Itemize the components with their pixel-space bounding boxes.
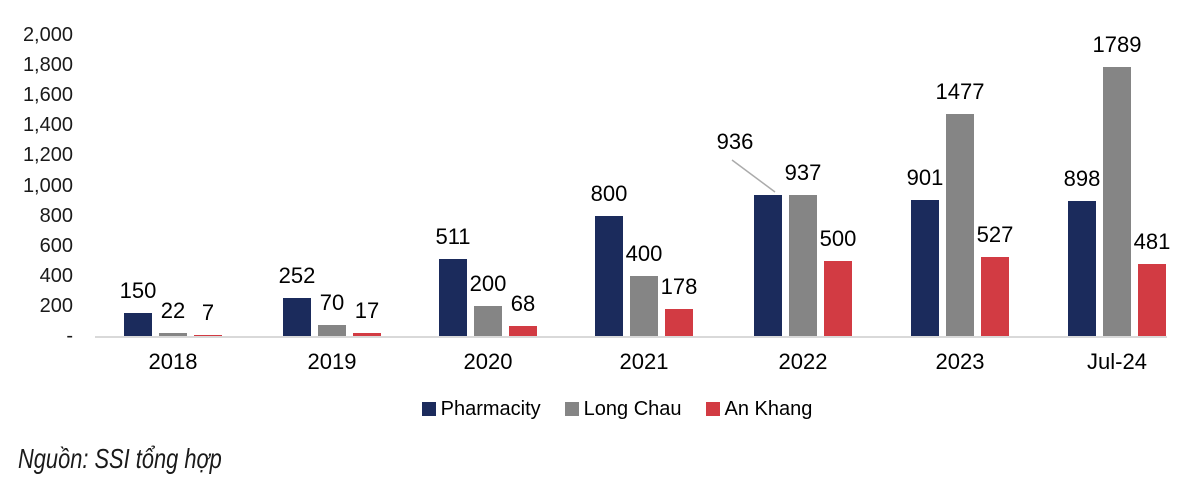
value-label-an-khang-2022: 500 bbox=[819, 225, 857, 251]
y-tick-label-0: 2,000 bbox=[22, 24, 73, 46]
value-label-pharmacity-2020: 511 bbox=[435, 224, 471, 250]
bar-pharmacity-2018 bbox=[124, 313, 152, 336]
value-label-an-khang-2021: 178 bbox=[660, 274, 698, 300]
y-tick-label-9: 200 bbox=[39, 294, 73, 317]
bar-long-chau-jul-24 bbox=[1103, 66, 1131, 336]
legend: Pharmacity Long Chau An Khang bbox=[17, 399, 1200, 419]
y-tick-label-2: 1,600 bbox=[22, 84, 73, 107]
legend-item-an-khang: An Khang bbox=[705, 398, 813, 420]
bar-pharmacity-2023 bbox=[911, 200, 939, 336]
x-tick-2018: 2018 bbox=[148, 349, 198, 374]
bar-pharmacity-jul-24 bbox=[1068, 200, 1096, 336]
legend-label-pharmacity: Pharmacity bbox=[440, 398, 541, 420]
y-tick-label-10: - bbox=[66, 325, 73, 347]
legend-swatch-an-khang bbox=[705, 402, 720, 416]
y-tick-label-6: 800 bbox=[39, 204, 73, 227]
source-text: Nguồn: SSI tổng hợp bbox=[18, 443, 222, 474]
bar-an-khang-jul-24 bbox=[1138, 263, 1166, 336]
value-label-an-khang-2018: 7 bbox=[201, 299, 215, 325]
bar-an-khang-2020 bbox=[509, 325, 537, 336]
bar-pharmacity-2022 bbox=[754, 195, 782, 336]
value-label-an-khang-2023: 527 bbox=[976, 221, 1014, 247]
x-tick-2021: 2021 bbox=[619, 349, 669, 374]
y-axis-labels: 2,000 1,800 1,600 1,400 1,200 1,000 800 600 400 2… bbox=[0, 0, 73, 360]
bar-an-khang-2023 bbox=[981, 256, 1009, 336]
value-label-long-chau-2019: 70 bbox=[319, 290, 345, 316]
bar-an-khang-2019 bbox=[353, 333, 381, 336]
legend-item-pharmacity: Pharmacity bbox=[421, 398, 541, 420]
legend-item-long-chau: Long Chau bbox=[564, 398, 682, 420]
x-tick-2020: 2020 bbox=[463, 349, 513, 374]
bar-pharmacity-2019 bbox=[283, 298, 311, 336]
callout-leader-line bbox=[731, 159, 776, 193]
bar-long-chau-2019 bbox=[318, 325, 346, 336]
value-label-long-chau-2018: 22 bbox=[160, 297, 186, 323]
bar-pharmacity-2021 bbox=[595, 215, 623, 336]
bar-long-chau-2020 bbox=[474, 305, 502, 336]
x-axis-labels: 2018 2019 2020 2021 2022 2023 Jul-24 bbox=[95, 351, 1167, 377]
value-label-pharmacity-2021: 800 bbox=[590, 180, 628, 206]
bar-long-chau-2021 bbox=[630, 275, 658, 336]
value-label-pharmacity-2019: 252 bbox=[278, 263, 316, 289]
legend-label-an-khang: An Khang bbox=[724, 398, 813, 420]
value-label-long-chau-2020: 200 bbox=[469, 270, 507, 296]
value-label-pharmacity-2018: 150 bbox=[119, 278, 157, 304]
y-tick-label-7: 600 bbox=[39, 234, 73, 257]
value-label-long-chau-2022: 937 bbox=[784, 159, 822, 185]
value-label-long-chau-jul-24: 1789 bbox=[1092, 31, 1142, 57]
legend-label-long-chau: Long Chau bbox=[583, 398, 682, 420]
x-tick-2023: 2023 bbox=[935, 349, 985, 374]
y-tick-label-8: 400 bbox=[39, 264, 73, 287]
x-tick-2019: 2019 bbox=[307, 349, 357, 374]
y-tick-label-3: 1,400 bbox=[22, 114, 73, 137]
bar-pharmacity-2020 bbox=[439, 259, 467, 336]
x-tick-2022: 2022 bbox=[778, 349, 828, 374]
plot-area: 150 252 511 800 936 901 898 22 70 200 400 937 1477 17… bbox=[95, 31, 1170, 338]
bar-long-chau-2023 bbox=[946, 113, 974, 336]
value-label-an-khang-2020: 68 bbox=[510, 290, 536, 316]
x-tick-jul-24: Jul-24 bbox=[1087, 349, 1147, 374]
value-label-long-chau-2021: 400 bbox=[625, 240, 663, 266]
y-tick-label-1: 1,800 bbox=[22, 54, 73, 77]
bar-an-khang-2018 bbox=[194, 334, 222, 336]
y-tick-label-5: 1,000 bbox=[22, 174, 73, 197]
legend-swatch-long-chau bbox=[564, 402, 579, 416]
value-label-long-chau-2023: 1477 bbox=[935, 78, 985, 104]
value-label-an-khang-jul-24: 481 bbox=[1133, 228, 1171, 254]
value-label-pharmacity-2023: 901 bbox=[906, 165, 944, 191]
legend-swatch-pharmacity bbox=[421, 402, 436, 416]
bar-an-khang-2021 bbox=[665, 309, 693, 336]
value-label-pharmacity-2022: 936 bbox=[716, 129, 754, 154]
bar-an-khang-2022 bbox=[824, 260, 852, 336]
value-label-pharmacity-jul-24: 898 bbox=[1063, 165, 1101, 191]
bar-long-chau-2022 bbox=[789, 194, 817, 336]
value-label-an-khang-2019: 17 bbox=[354, 298, 380, 324]
bar-long-chau-2018 bbox=[159, 332, 187, 336]
y-tick-label-4: 1,200 bbox=[22, 144, 73, 167]
